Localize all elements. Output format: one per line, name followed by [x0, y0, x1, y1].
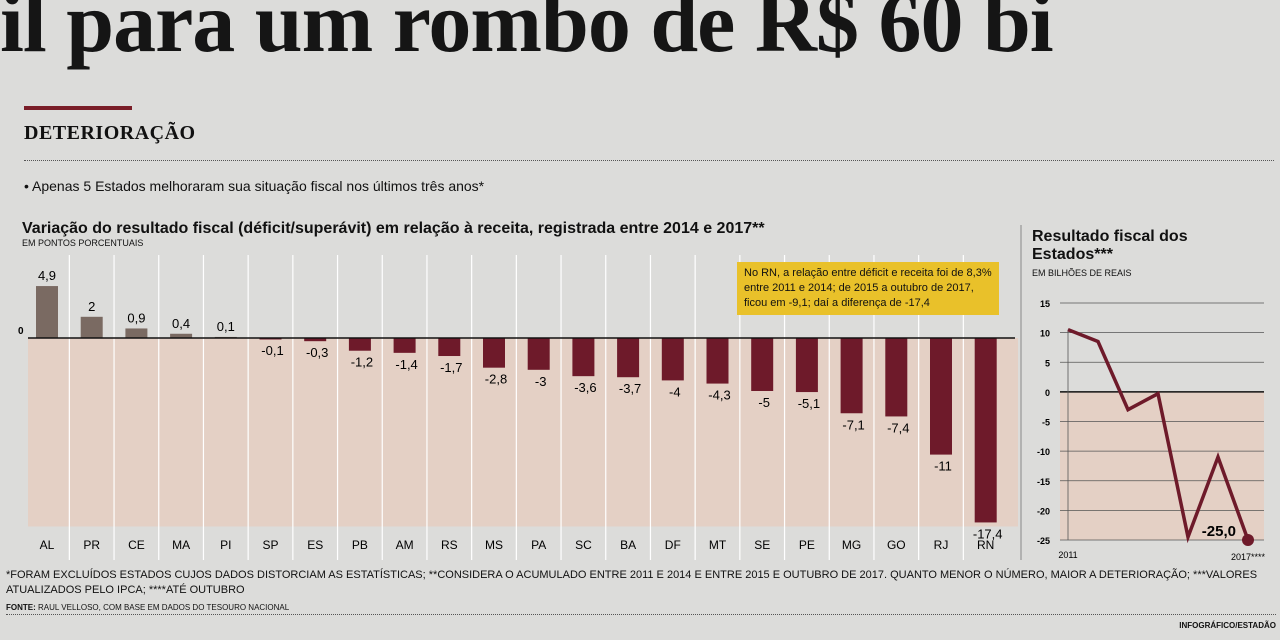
- bar-MA: [170, 333, 193, 338]
- section-rule: [24, 106, 132, 110]
- data-label-DF: -4: [669, 384, 681, 399]
- y-tick: -25: [1037, 536, 1050, 546]
- data-label-SE: -5: [758, 395, 770, 410]
- bar-AL: [36, 286, 58, 338]
- y-tick: -15: [1037, 477, 1050, 487]
- category-label-ES: ES: [307, 538, 323, 552]
- end-value-label: -25,0: [1202, 523, 1236, 540]
- bar-RS: [438, 338, 461, 357]
- category-label-PI: PI: [220, 538, 231, 552]
- data-label-PR: 2: [88, 299, 95, 314]
- bar-MG: [840, 338, 863, 414]
- y-tick: -20: [1037, 506, 1050, 516]
- source-text: RAUL VELLOSO, COM BASE EM DADOS DO TESOU…: [38, 603, 290, 612]
- footnote: *FORAM EXCLUÍDOS ESTADOS CUJOS DADOS DIS…: [6, 569, 1258, 596]
- category-label-RJ: RJ: [934, 538, 949, 552]
- y-tick: 0: [1045, 388, 1050, 398]
- bar-PB: [348, 338, 371, 351]
- category-label-DF: DF: [665, 538, 681, 552]
- category-label-SC: SC: [575, 538, 592, 552]
- category-label-RN: RN: [977, 538, 994, 552]
- data-label-MA: 0,4: [172, 316, 190, 331]
- data-label-MG: -7,1: [842, 417, 864, 432]
- bar-RN: [974, 338, 997, 523]
- category-label-SE: SE: [754, 538, 770, 552]
- category-label-CE: CE: [128, 538, 145, 552]
- bar-GO: [885, 338, 908, 417]
- x-tick-first: 2011: [1058, 550, 1077, 560]
- negative-zone-shade: [28, 338, 1018, 527]
- category-label-MG: MG: [842, 538, 861, 552]
- data-label-AL: 4,9: [38, 268, 56, 283]
- bar-SC: [572, 338, 595, 377]
- data-label-CE: 0,9: [127, 310, 145, 325]
- bar-PA: [527, 338, 550, 370]
- data-label-BA: -3,7: [619, 381, 641, 396]
- end-point: [1242, 534, 1254, 546]
- bar-PE: [795, 338, 818, 393]
- bar-MT: [706, 338, 729, 384]
- credit: INFOGRÁFICO/ESTADÃO: [1179, 621, 1276, 630]
- data-label-PE: -5,1: [798, 396, 820, 411]
- data-label-RS: -1,7: [440, 360, 462, 375]
- category-label-RS: RS: [441, 538, 458, 552]
- category-label-AL: AL: [40, 538, 55, 552]
- category-label-PE: PE: [799, 538, 815, 552]
- data-label-PA: -3: [535, 374, 547, 389]
- bar-RJ: [930, 338, 952, 455]
- y-tick: 10: [1040, 329, 1050, 339]
- bar-chart-unit: EM PONTOS PORCENTUAIS: [22, 238, 144, 248]
- data-label-RN: -17,4: [973, 526, 1003, 541]
- data-label-SP: -0,1: [261, 343, 283, 358]
- data-label-AM: -1,4: [395, 357, 417, 372]
- category-label-PA: PA: [531, 538, 546, 552]
- y-tick: -10: [1037, 447, 1050, 457]
- category-label-BA: BA: [620, 538, 636, 552]
- x-tick-last: 2017****: [1231, 552, 1266, 562]
- data-label-MT: -4,3: [708, 388, 730, 403]
- category-label-PR: PR: [83, 538, 100, 552]
- bar-ES: [304, 338, 327, 342]
- section-title: DETERIORAÇÃO: [24, 122, 196, 144]
- data-label-PI: 0,1: [217, 319, 235, 334]
- data-label-MS: -2,8: [485, 372, 507, 387]
- category-label-MA: MA: [172, 538, 190, 552]
- bar-SE: [751, 338, 774, 391]
- bar-PR: [80, 316, 103, 338]
- headline: il para um rombo de R$ 60 bi: [0, 0, 1054, 70]
- y-tick: 5: [1045, 358, 1050, 368]
- y-tick: -5: [1042, 418, 1050, 428]
- data-label-ES: -0,3: [306, 345, 328, 360]
- bar-chart-title: Variação do resultado fiscal (déficit/su…: [22, 220, 765, 237]
- y-tick-0: 0: [18, 326, 24, 337]
- data-label-SC: -3,6: [574, 380, 596, 395]
- category-label-PB: PB: [352, 538, 368, 552]
- divider: [24, 160, 1274, 161]
- bar-AM: [393, 338, 416, 353]
- bar-MS: [483, 338, 505, 368]
- source-label: FONTE:: [6, 603, 36, 612]
- data-label-GO: -7,4: [887, 420, 909, 435]
- divider: [6, 614, 1276, 615]
- data-label-PB: -1,2: [351, 355, 373, 370]
- line-series: [1067, 328, 1250, 544]
- annotation-box: No RN, a relação entre déficit e receita…: [737, 262, 999, 315]
- bar-CE: [125, 328, 148, 338]
- source: FONTE: RAUL VELLOSO, COM BASE EM DADOS D…: [6, 603, 289, 612]
- line-chart-unit: EM BILHÕES DE REAIS: [1032, 268, 1132, 278]
- category-label-MT: MT: [709, 538, 727, 552]
- category-label-SP: SP: [262, 538, 278, 552]
- bar-BA: [617, 338, 640, 378]
- bullet-text: • Apenas 5 Estados melhoraram sua situaç…: [24, 178, 485, 194]
- bar-DF: [661, 338, 684, 381]
- category-label-GO: GO: [887, 538, 906, 552]
- y-tick: 15: [1040, 299, 1050, 309]
- category-label-MS: MS: [485, 538, 503, 552]
- line-chart-title: Resultado fiscal dos Estados***: [1032, 228, 1188, 263]
- data-label-RJ: -11: [934, 459, 952, 474]
- category-label-AM: AM: [396, 538, 414, 552]
